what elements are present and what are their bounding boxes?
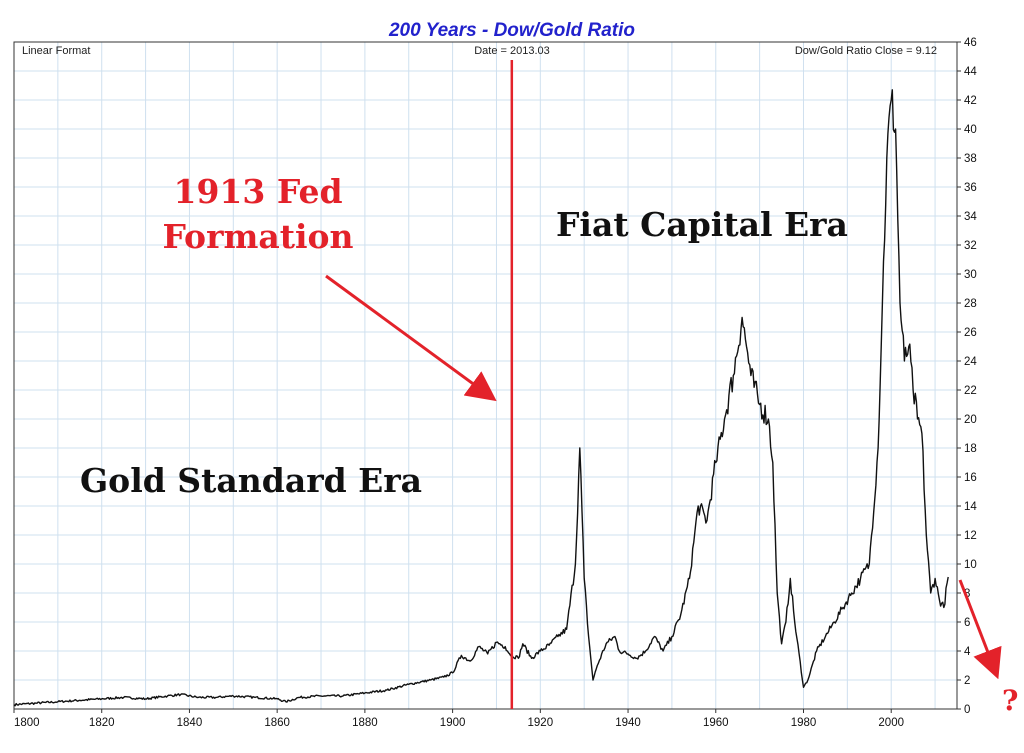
y-tick-label: 12 xyxy=(964,530,977,542)
format-label: Linear Format xyxy=(22,45,90,57)
y-axis: 0246810121416182022242628303234363840424… xyxy=(957,37,977,716)
y-tick-label: 42 xyxy=(964,95,977,107)
y-tick-label: 4 xyxy=(964,646,971,658)
fed-formation-label-line2: Formation xyxy=(162,217,353,256)
y-tick-label: 28 xyxy=(964,298,977,310)
y-tick-label: 0 xyxy=(964,704,970,716)
y-tick-label: 40 xyxy=(964,124,977,136)
x-tick-label: 1820 xyxy=(89,717,115,729)
future-arrow xyxy=(958,579,1002,680)
chart-title: 200 Years - Dow/Gold Ratio xyxy=(388,20,635,41)
fiat-era-label: Fiat Capital Era xyxy=(556,205,848,244)
x-tick-label: 1940 xyxy=(615,717,641,729)
x-tick-label: 1860 xyxy=(264,717,290,729)
y-tick-label: 24 xyxy=(964,356,977,368)
x-tick-label: 1960 xyxy=(703,717,729,729)
y-tick-label: 20 xyxy=(964,414,977,426)
plot-frame xyxy=(13,41,958,710)
y-tick-label: 6 xyxy=(964,617,970,629)
y-tick-label: 46 xyxy=(964,37,977,49)
y-tick-label: 14 xyxy=(964,501,977,513)
fed-arrow xyxy=(325,274,497,402)
date-readout: Date = 2013.03 xyxy=(474,45,550,57)
y-tick-label: 10 xyxy=(964,559,977,571)
y-tick-label: 26 xyxy=(964,327,977,339)
gold-era-label: Gold Standard Era xyxy=(80,461,422,500)
y-tick-label: 16 xyxy=(964,472,977,484)
x-tick-label: 1980 xyxy=(791,717,817,729)
y-tick-label: 22 xyxy=(964,385,977,397)
y-tick-label: 36 xyxy=(964,182,977,194)
y-tick-label: 38 xyxy=(964,153,977,165)
x-tick-label: 2000 xyxy=(878,717,904,729)
x-tick-label: 1800 xyxy=(14,717,40,729)
x-tick-label: 1920 xyxy=(528,717,554,729)
x-tick-label: 1840 xyxy=(177,717,203,729)
grid xyxy=(14,42,957,709)
y-tick-label: 34 xyxy=(964,211,977,223)
series-line-dow-gold xyxy=(13,89,949,707)
y-tick-label: 30 xyxy=(964,269,977,281)
y-tick-label: 2 xyxy=(964,675,970,687)
x-axis: 1800 1820 1840 1860 1880 1900 1920 1940 1960 1980… xyxy=(13,709,904,729)
y-tick-label: 18 xyxy=(964,443,977,455)
close-readout: Dow/Gold Ratio Close = 9.12 xyxy=(795,45,937,57)
y-tick-label: 44 xyxy=(964,66,977,78)
y-tick-label: 8 xyxy=(964,588,970,600)
fed-formation-label-line1: 1913 Fed xyxy=(173,172,342,211)
x-tick-label: 1900 xyxy=(440,717,466,729)
question-mark: ? xyxy=(1002,684,1018,717)
y-tick-label: 32 xyxy=(964,240,977,252)
x-tick-label: 1880 xyxy=(352,717,378,729)
